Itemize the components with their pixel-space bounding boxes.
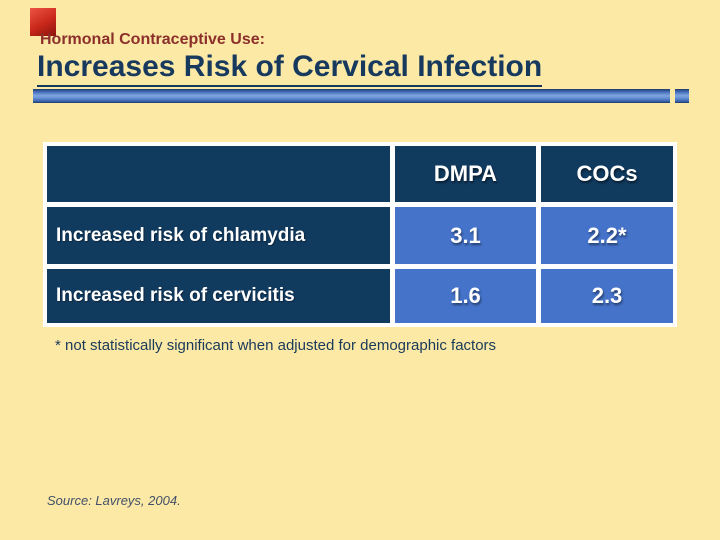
table-row-label-cervicitis: Increased risk of cervicitis: [47, 269, 390, 323]
footnote: * not statistically significant when adj…: [55, 337, 497, 354]
table-row-label-chlamydia: Increased risk of chlamydia: [47, 207, 390, 264]
slide-title: Increases Risk of Cervical Infection: [37, 50, 543, 87]
table-cell-cervicitis-dmpa: 1.6: [395, 269, 536, 323]
red-accent-square: [30, 8, 56, 36]
table-header-dmpa: DMPA: [395, 146, 536, 202]
slide-kicker: Hormonal Contraceptive Use:: [40, 31, 265, 48]
table-header-empty: [47, 146, 390, 202]
title-divider-bar: [33, 89, 670, 103]
table-header-cocs: COCs: [541, 146, 673, 202]
title-divider-bar-end: [675, 89, 689, 103]
table-cell-chlamydia-dmpa: 3.1: [395, 207, 536, 264]
table-cell-chlamydia-cocs: 2.2*: [541, 207, 673, 264]
risk-table: DMPA COCs Increased risk of chlamydia 3.…: [43, 142, 677, 327]
source-citation: Source: Lavreys, 2004.: [47, 493, 181, 508]
table-cell-cervicitis-cocs: 2.3: [541, 269, 673, 323]
